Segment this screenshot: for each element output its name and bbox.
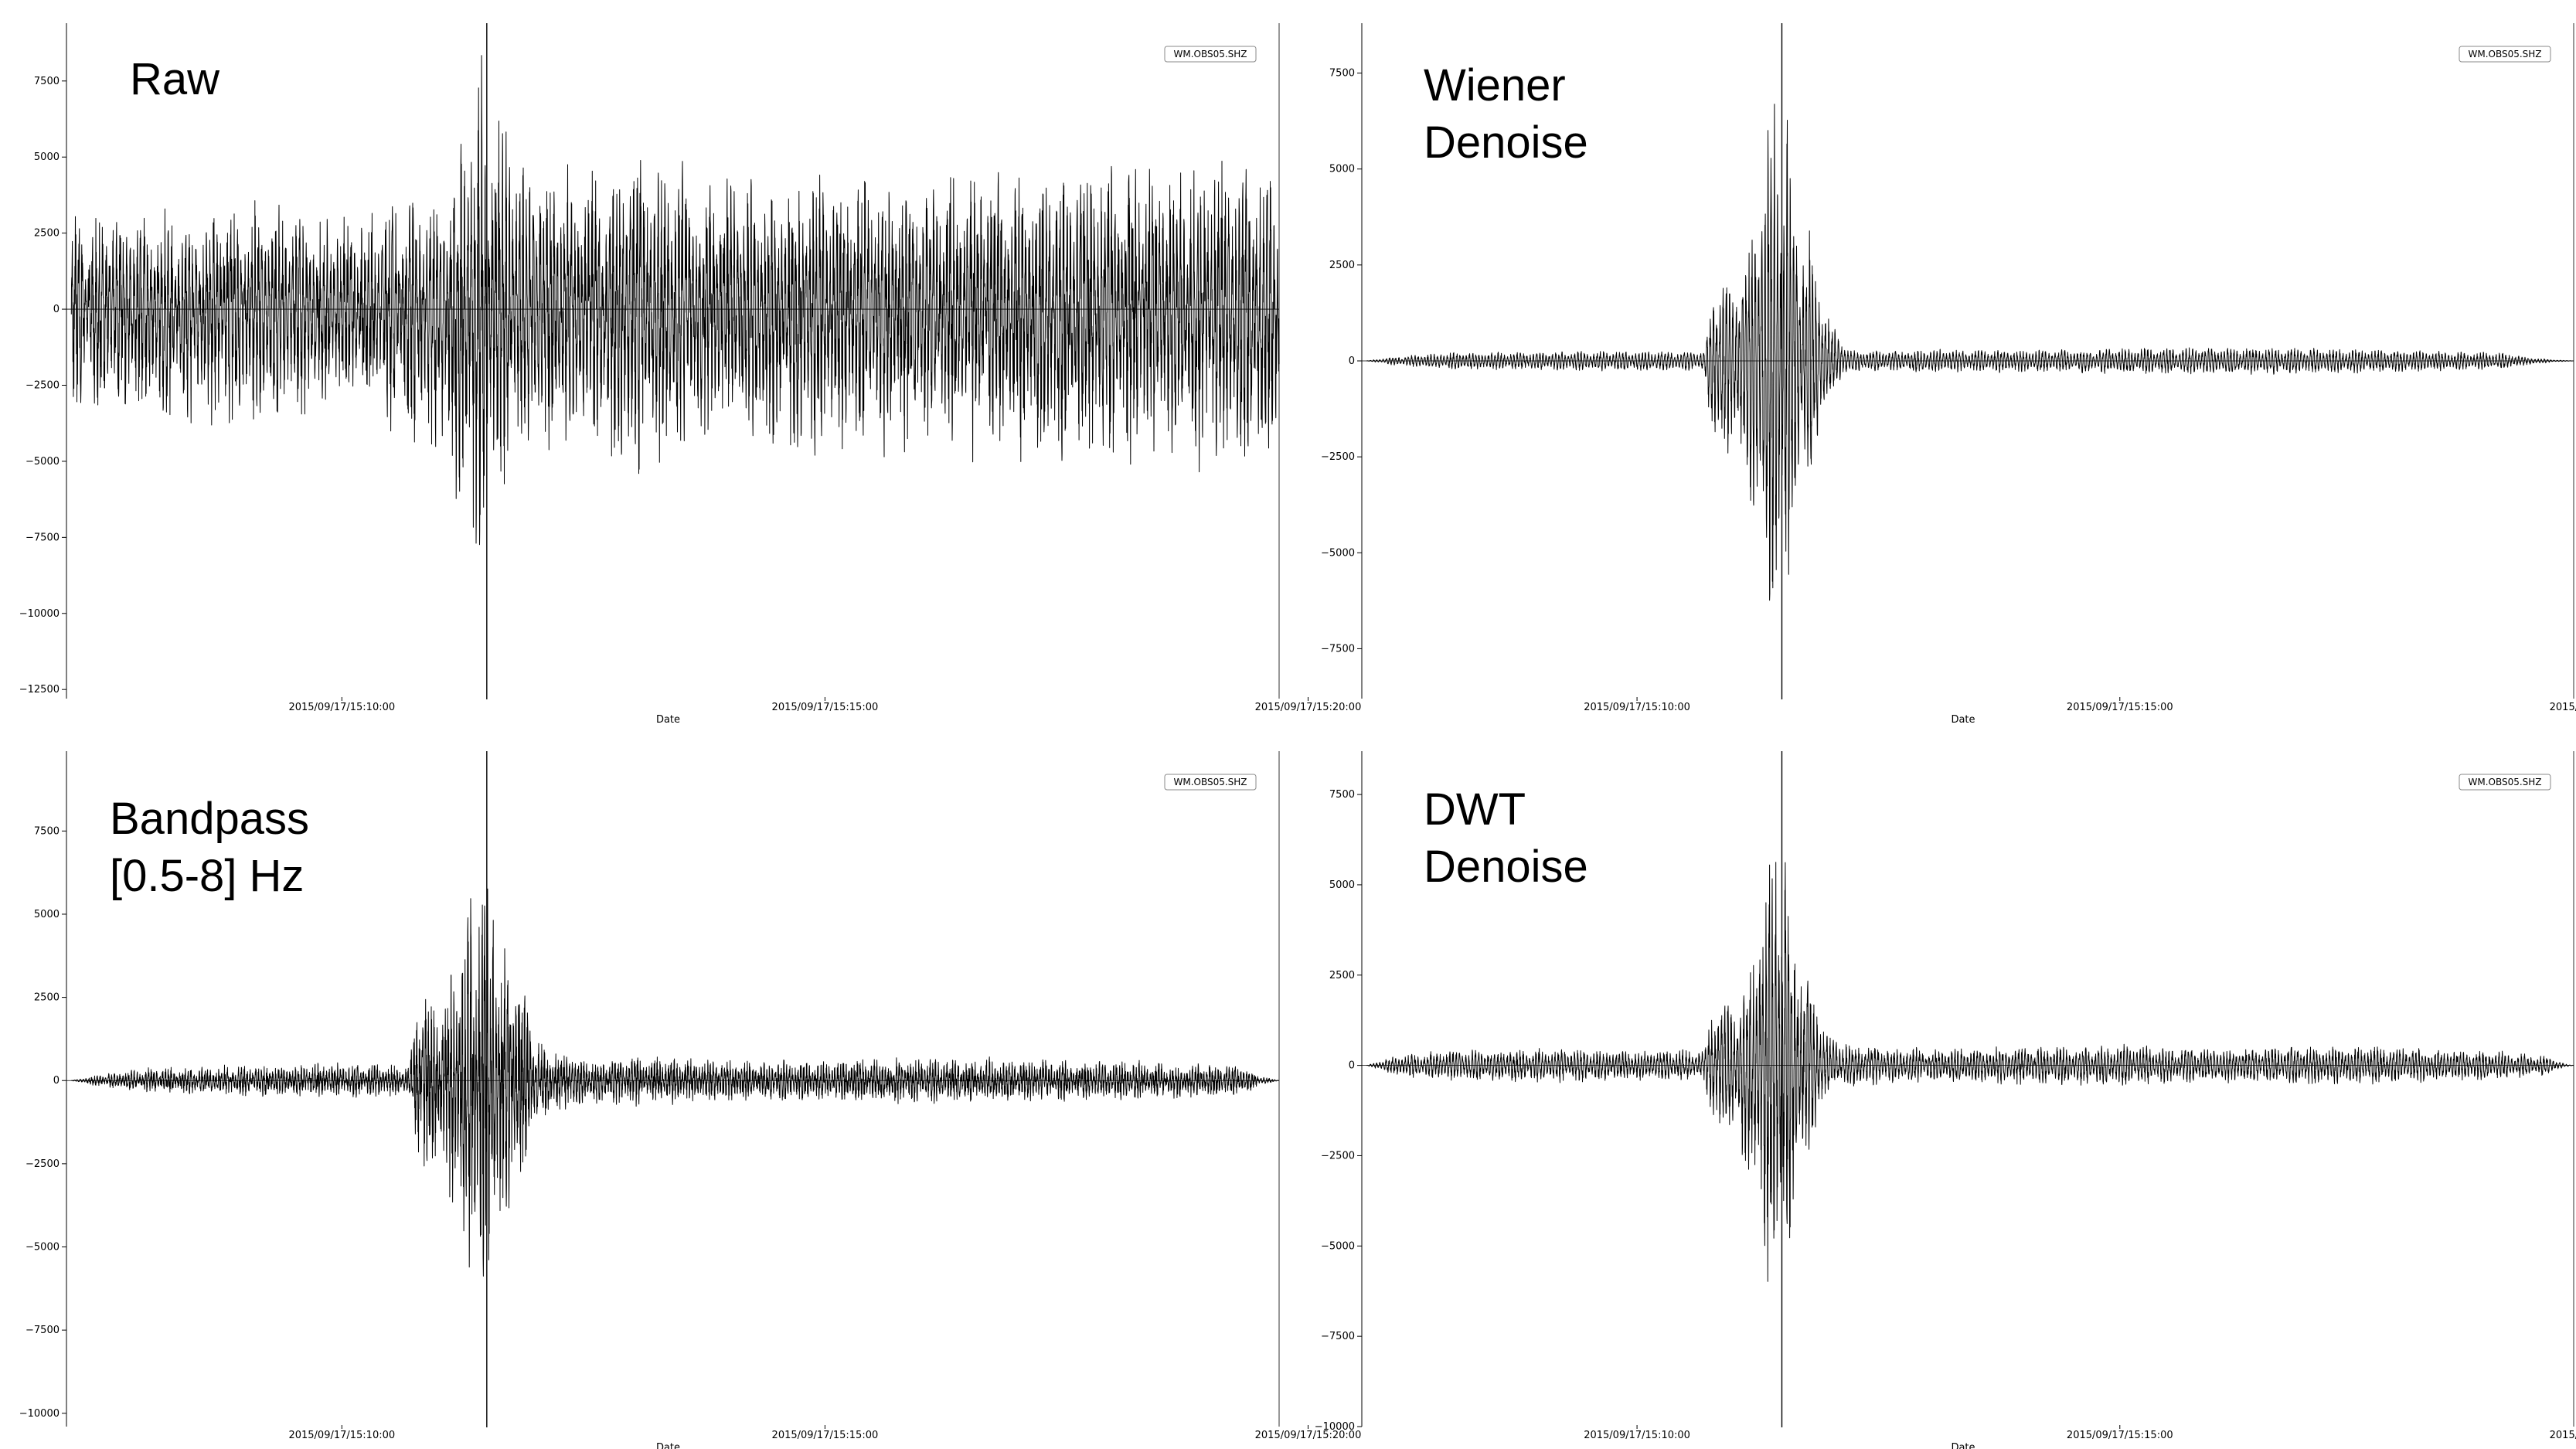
x-tick-label: 2015/09/17/15:10:00 (288, 702, 395, 713)
y-tick-label: 2500 (1329, 260, 1355, 271)
y-tick-label: −7500 (1321, 1331, 1355, 1342)
x-axis-title: Date (1951, 1442, 1975, 1449)
y-tick-label: −2500 (26, 379, 60, 391)
y-tick-label: 5000 (1329, 879, 1355, 891)
seismogram-trace (1366, 104, 2574, 601)
legend-label: WM.OBS05.SHZ (2468, 49, 2541, 60)
y-tick-label: 0 (1349, 355, 1355, 367)
y-tick-label: 2500 (34, 992, 60, 1004)
y-tick-label: 0 (1349, 1060, 1355, 1072)
y-tick-label: −7500 (1321, 643, 1355, 655)
x-tick-label: 2015/09/17/15:20:00 (1255, 1430, 1362, 1441)
y-tick-label: −12500 (19, 684, 60, 696)
x-tick-label: 2015/09/17/15:10:00 (1584, 1430, 1690, 1441)
method-label: [0.5-8] Hz (110, 851, 304, 901)
x-tick-label: 2015/09/17/15:15:00 (772, 702, 879, 713)
y-tick-label: −2500 (26, 1158, 60, 1170)
y-tick-label: 7500 (34, 825, 60, 837)
y-tick-label: −5000 (1321, 1240, 1355, 1252)
x-tick-label: 2015/09/17/15:20:00 (2550, 702, 2576, 713)
seismogram-trace (70, 55, 1280, 546)
x-axis-title: Date (656, 1442, 680, 1449)
y-tick-label: 7500 (1329, 68, 1355, 80)
y-tick-label: 5000 (1329, 164, 1355, 175)
y-tick-label: −7500 (26, 532, 60, 543)
x-tick-label: 2015/09/17/15:20:00 (1255, 702, 1362, 713)
method-label: DWT (1424, 784, 1526, 835)
legend-box (2459, 46, 2551, 63)
seismogram-trace (1366, 862, 2574, 1282)
x-axis-title: Date (656, 714, 680, 726)
legend-box (1164, 774, 1257, 791)
y-tick-label: 2500 (34, 228, 60, 240)
legend-box (2459, 774, 2551, 791)
x-tick-label: 2015/09/17/15:10:00 (1584, 702, 1690, 713)
y-tick-label: −2500 (1321, 451, 1355, 463)
y-tick-label: −10000 (19, 608, 60, 620)
method-label: Raw (130, 54, 220, 104)
x-tick-label: 2015/09/17/15:15:00 (2067, 702, 2173, 713)
method-label: Denoise (1424, 117, 1588, 168)
y-tick-label: 5000 (34, 909, 60, 920)
y-tick-label: −5000 (1321, 547, 1355, 559)
x-tick-label: 2015/09/17/15:20:00 (2550, 1430, 2576, 1441)
x-tick-label: 2015/09/17/15:10:00 (288, 1430, 395, 1441)
y-tick-label: −7500 (26, 1325, 60, 1336)
y-tick-label: −5000 (26, 456, 60, 468)
seismogram-trace (71, 888, 1280, 1277)
y-tick-label: 5000 (34, 151, 60, 163)
legend-label: WM.OBS05.SHZ (2468, 777, 2541, 787)
method-label: Wiener (1424, 60, 1566, 111)
x-axis-title: Date (1951, 714, 1975, 726)
panel-4: 7500 5000 2500 0 −2500 −5000 −7500 −10000 2015/0… (1315, 751, 2576, 1449)
y-tick-label: −10000 (1315, 1421, 1355, 1433)
method-label: Denoise (1424, 842, 1588, 892)
legend-label: WM.OBS05.SHZ (1173, 777, 1247, 787)
panel-3: 7500500025000−2500−5000−7500−100002015/0… (19, 751, 1362, 1449)
legend-box (1164, 46, 1257, 63)
y-tick-label: 7500 (1329, 789, 1355, 801)
panel-1: 7500 5000 2500 0 −2500 −5000 −7500 −10000 −12500… (19, 23, 1362, 726)
y-tick-label: −10000 (19, 1408, 60, 1420)
y-tick-label: −2500 (1321, 1150, 1355, 1162)
panel-2: 7500 5000 2500 0 −2500 −5000 −7500 2015/09/17/1… (1321, 23, 2576, 726)
legend-label: WM.OBS05.SHZ (1173, 49, 1247, 60)
y-tick-label: 0 (53, 1075, 60, 1087)
method-label: Bandpass (110, 794, 309, 844)
y-tick-label: 2500 (1329, 970, 1355, 981)
y-tick-label: 7500 (34, 76, 60, 87)
x-tick-label: 2015/09/17/15:15:00 (2067, 1430, 2173, 1441)
y-tick-label: 0 (53, 304, 60, 315)
x-tick-label: 2015/09/17/15:15:00 (772, 1430, 879, 1441)
y-tick-label: −5000 (26, 1242, 60, 1253)
